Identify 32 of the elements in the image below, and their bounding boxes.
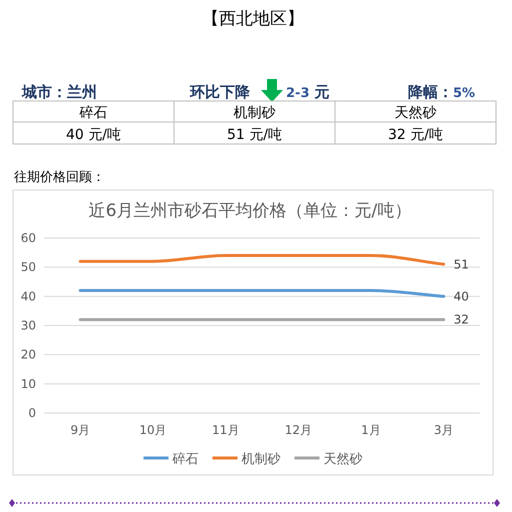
- text: 降幅：5%: [408, 83, 476, 101]
- y-tick-label: 50: [20, 260, 36, 274]
- x-tick-label: 9月: [70, 423, 90, 437]
- y-tick-label: 60: [20, 231, 36, 245]
- x-tick-label: 1月: [361, 423, 381, 437]
- legend-label: 碎石: [172, 452, 198, 467]
- x-tick-label: 12月: [284, 423, 312, 437]
- text: 环比下降: [189, 83, 251, 101]
- text: 【西北地区】: [202, 9, 304, 29]
- text: 城市：兰州: [21, 83, 97, 101]
- data-label: 51 元/吨: [227, 127, 282, 143]
- x-tick-label: 11月: [212, 423, 240, 437]
- chart-title: 近6月兰州市砂石平均价格（单位：元/吨）: [88, 201, 412, 221]
- data-label: 40 元/吨: [66, 127, 121, 143]
- y-tick-label: 10: [20, 376, 36, 391]
- x-tick-label: 10月: [139, 423, 167, 437]
- y-tick-label: 30: [20, 318, 36, 332]
- legend-label: 天然砂: [324, 452, 362, 467]
- text: 往期价格回顾：: [14, 170, 105, 185]
- category-label: 碎石: [78, 105, 108, 121]
- data-label: 32 元/吨: [388, 127, 443, 143]
- category-label: 机制砂: [234, 105, 276, 121]
- y-tick-label: 20: [20, 348, 36, 362]
- data-label: 51: [454, 257, 469, 272]
- category-label: 天然砂: [394, 105, 436, 121]
- text: 2-3 元: [286, 83, 330, 101]
- legend-label: 机制砂: [242, 452, 280, 467]
- y-tick-label: 40: [20, 289, 36, 304]
- data-label: 40: [454, 289, 469, 304]
- x-tick-label: 3月: [434, 423, 454, 437]
- data-label: 32: [454, 312, 469, 327]
- y-tick-label: 0: [28, 406, 36, 420]
